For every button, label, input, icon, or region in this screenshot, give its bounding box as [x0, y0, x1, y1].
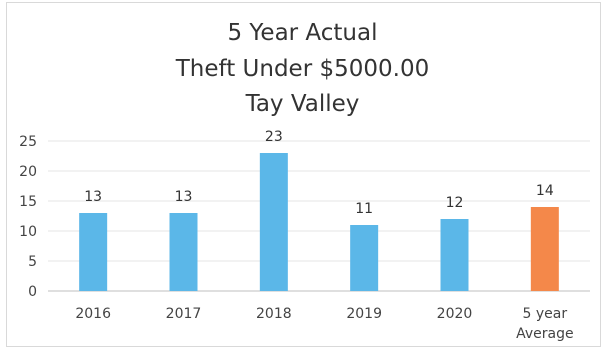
bar — [530, 207, 559, 291]
y-tick-label: 5 — [28, 254, 37, 270]
data-label: 11 — [355, 201, 373, 217]
bar — [350, 225, 379, 291]
bar — [259, 153, 288, 291]
y-tick-label: 0 — [28, 284, 37, 300]
x-tick-label: 2016 — [75, 306, 111, 322]
y-tick-label: 25 — [19, 134, 37, 150]
chart-title-line-1: 5 Year Actual — [227, 20, 378, 46]
x-tick-label: 5 year — [523, 306, 568, 322]
x-tick-label: 2018 — [256, 306, 292, 322]
data-label: 23 — [265, 129, 283, 145]
data-label: 12 — [446, 195, 464, 211]
data-label: 13 — [175, 189, 193, 205]
data-label: 14 — [536, 183, 554, 199]
bar — [440, 219, 469, 291]
bar — [79, 213, 108, 291]
y-tick-label: 10 — [19, 224, 37, 240]
x-tick-label: Average — [516, 326, 574, 342]
x-tick-label: 2019 — [346, 306, 382, 322]
x-tick-label: 2020 — [437, 306, 473, 322]
x-tick-label: 2017 — [166, 306, 202, 322]
y-tick-label: 15 — [19, 194, 37, 210]
y-tick-label: 20 — [19, 164, 37, 180]
data-label: 13 — [84, 189, 102, 205]
chart-title-line-2: Theft Under $5000.00 — [175, 56, 430, 82]
bar — [169, 213, 198, 291]
chart-title-line-3: Tay Valley — [245, 91, 360, 117]
